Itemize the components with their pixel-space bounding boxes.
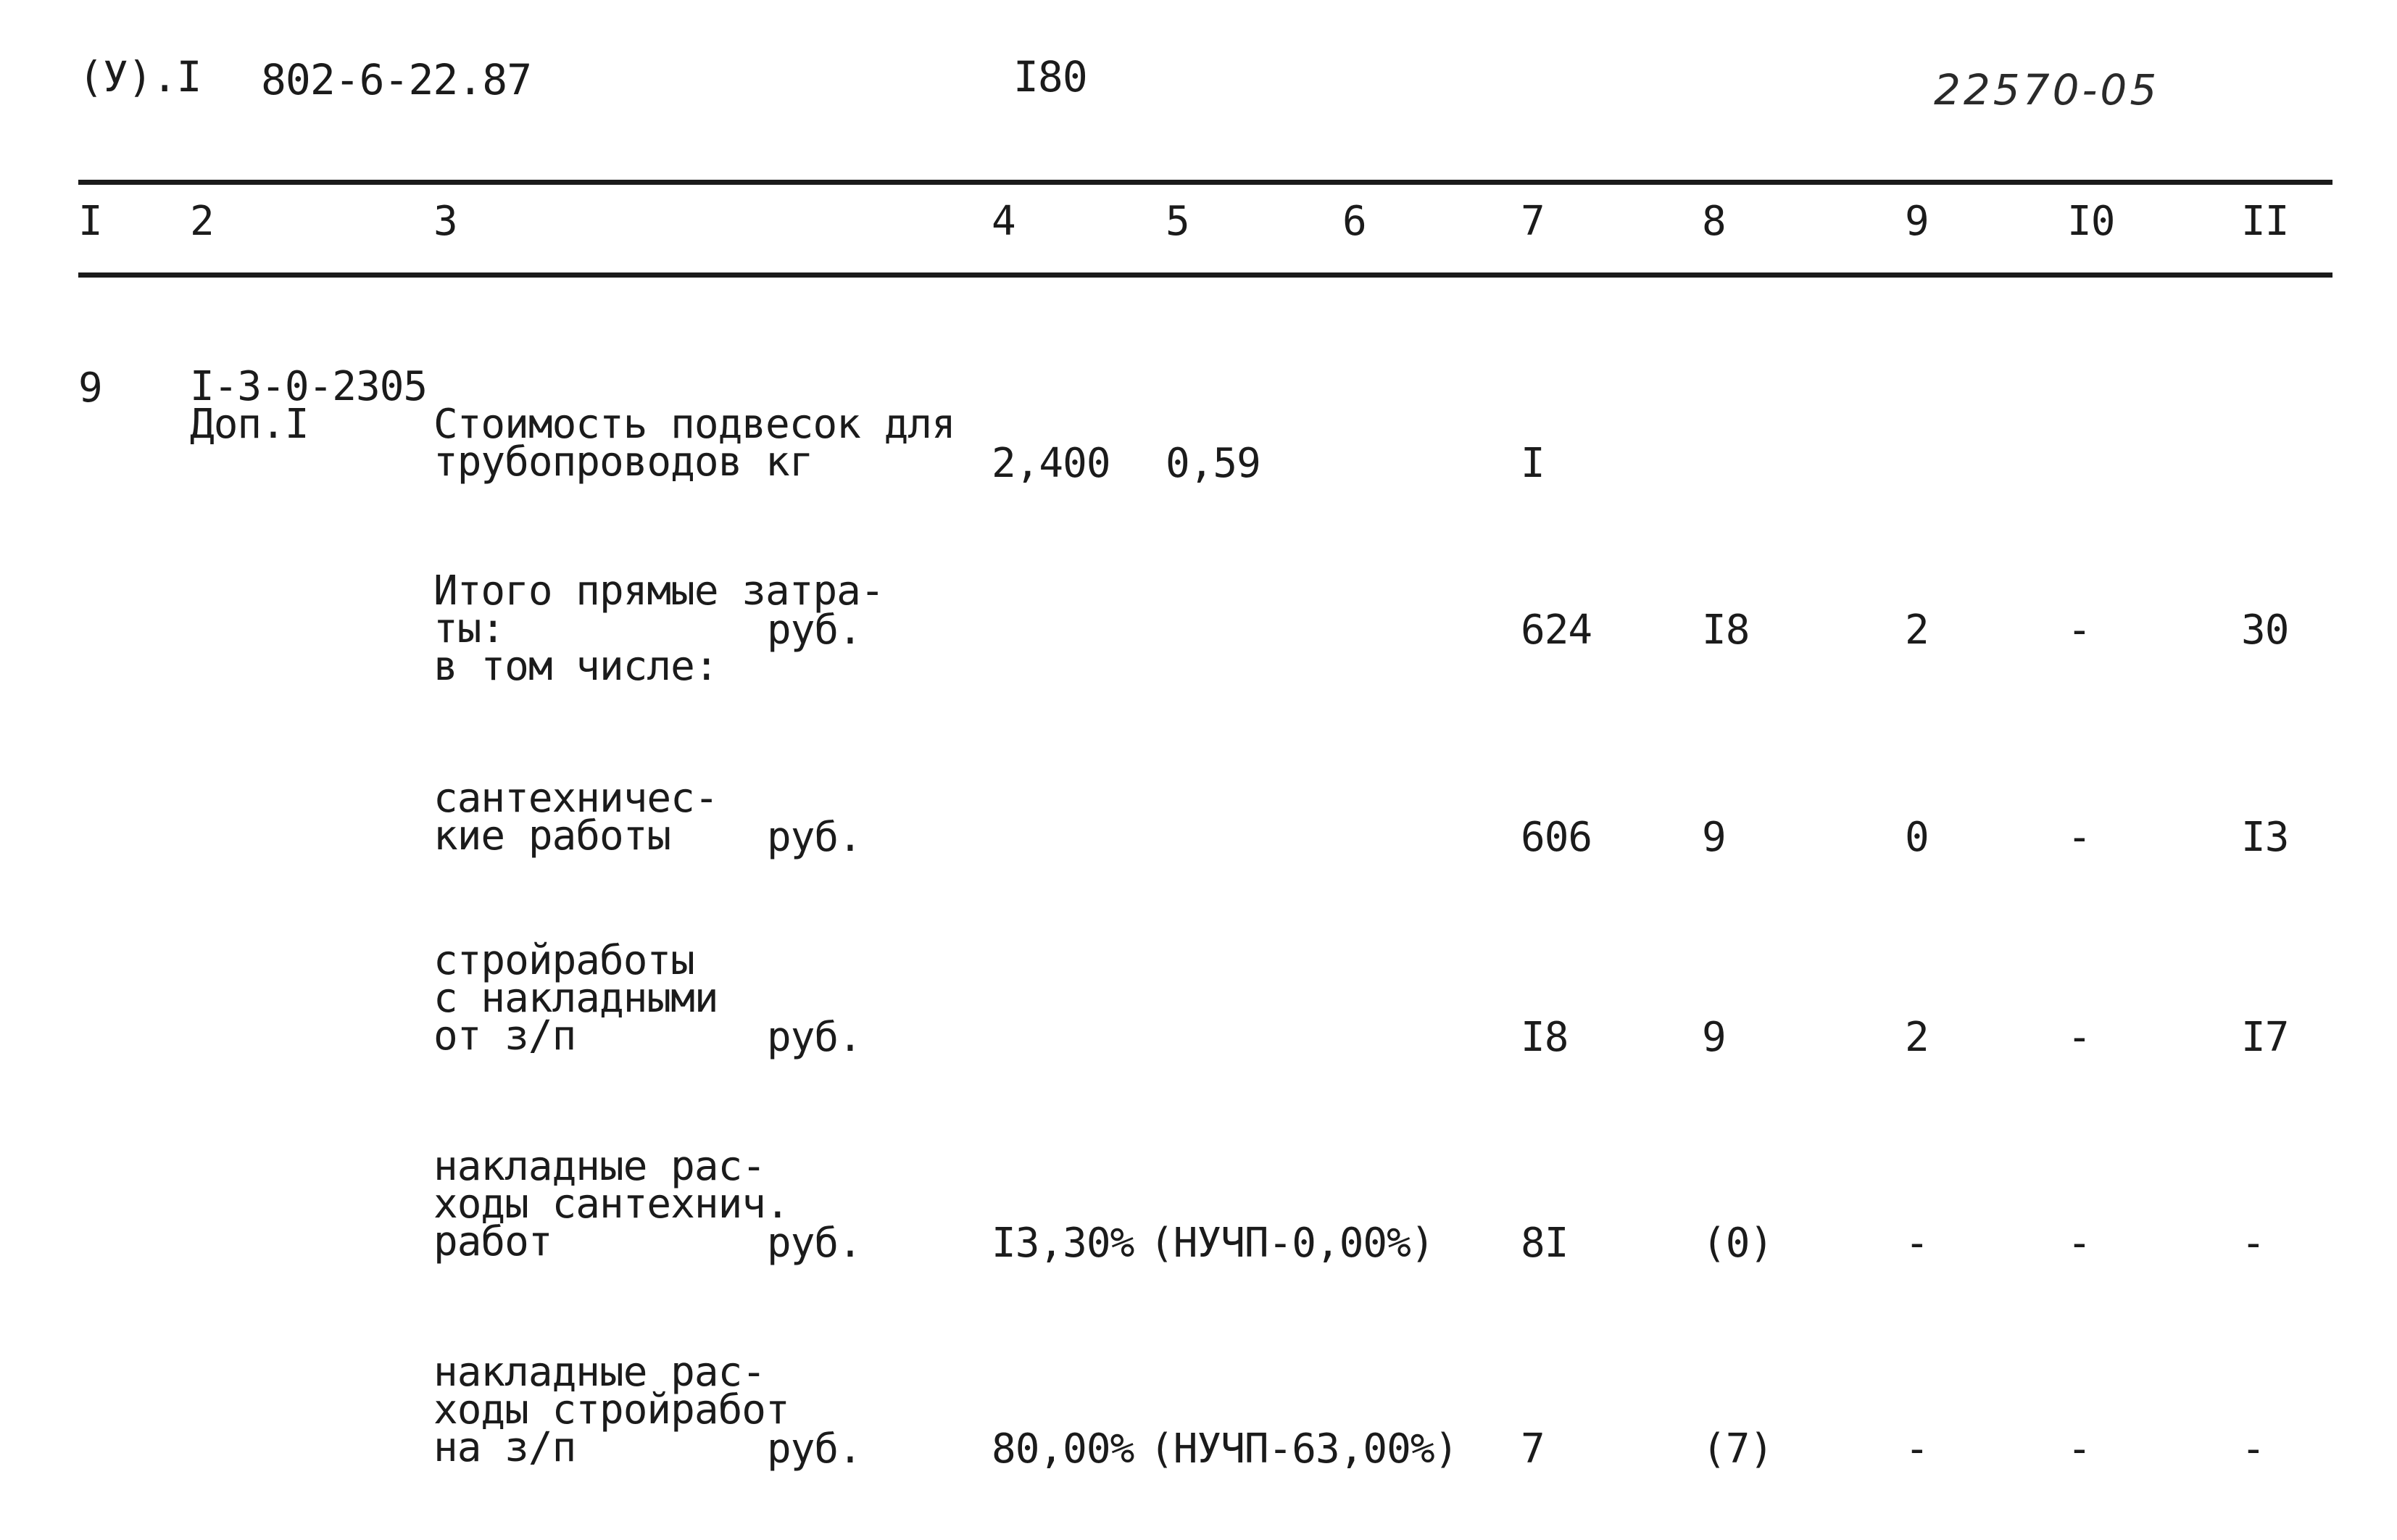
row-3-col7: 606 bbox=[1521, 814, 1592, 861]
row-5-unit: руб. bbox=[767, 1220, 863, 1267]
archive-code: 22570-05 bbox=[1934, 65, 2160, 115]
row-2-col9: 2 bbox=[1905, 607, 1929, 654]
row-5-col7: 8I bbox=[1521, 1220, 1569, 1267]
row-6-col7: 7 bbox=[1521, 1425, 1545, 1473]
row-2-desc-line-3: в том числе: bbox=[433, 643, 719, 690]
row-6-desc-line-2: ходы стройработ bbox=[433, 1386, 790, 1433]
column-header-5: 5 bbox=[1166, 198, 1190, 245]
row-4-col11: I7 bbox=[2241, 1014, 2289, 1061]
row-2-col11: 30 bbox=[2241, 607, 2289, 654]
row-1-col4: 2,400 bbox=[992, 440, 1111, 487]
item-code-note: Доп.I bbox=[190, 401, 310, 448]
row-3-col9: 0 bbox=[1905, 814, 1929, 861]
column-header-4: 4 bbox=[992, 198, 1016, 245]
column-header-1: I bbox=[78, 198, 103, 245]
column-header-2: 2 bbox=[190, 198, 215, 245]
row-6-col4: 80,00% bbox=[992, 1425, 1134, 1473]
row-6-col11: - bbox=[2241, 1425, 2266, 1473]
row-4-col8: 9 bbox=[1702, 1014, 1727, 1061]
row-5-col11: - bbox=[2241, 1220, 2266, 1267]
row-4-unit: руб. bbox=[767, 1014, 863, 1061]
row-2-desc-line-1: Итого прямые затра- bbox=[433, 567, 885, 615]
row-3-col10: - bbox=[2067, 814, 2092, 861]
column-header-7: 7 bbox=[1521, 198, 1545, 245]
row-1-col7: I bbox=[1521, 440, 1545, 487]
row-5-desc-line-1: накладные рас- bbox=[433, 1143, 766, 1190]
item-code-block: I-3-0-2305 Доп.I bbox=[190, 363, 428, 448]
row-1-col5: 0,59 bbox=[1166, 440, 1261, 487]
row-1-desc-line-2: трубопроводов кг bbox=[433, 438, 813, 486]
row-5-col10: - bbox=[2067, 1220, 2092, 1267]
row-2-col7: 624 bbox=[1521, 607, 1592, 654]
row-4-col7: I8 bbox=[1521, 1014, 1569, 1061]
table-row-2-desc: Итого прямые затра-ты: в том числе: bbox=[433, 567, 885, 690]
sheet-ref: (У).I bbox=[78, 52, 202, 101]
row-3-col11: I3 bbox=[2241, 814, 2289, 861]
row-4-col10: - bbox=[2067, 1014, 2092, 1061]
row-2-unit: руб. bbox=[767, 607, 863, 654]
row-4-desc-line-1: стройработы bbox=[433, 937, 695, 984]
row-6-col9: - bbox=[1905, 1425, 1929, 1473]
table-header-rule bbox=[78, 272, 2332, 278]
table-row-5-desc: накладные рас-ходы сантехнич. работ bbox=[433, 1143, 790, 1265]
row-6-unit: руб. bbox=[767, 1425, 863, 1473]
item-code: I-3-0-2305 bbox=[190, 363, 428, 410]
column-header-3: 3 bbox=[433, 198, 458, 245]
row-5-col5: (НУЧП-0,00%) bbox=[1150, 1220, 1435, 1267]
column-header-10: I0 bbox=[2067, 198, 2115, 245]
row-3-col8: 9 bbox=[1702, 814, 1727, 861]
table-row-6-desc: накладные рас-ходы стройработ на з/п bbox=[433, 1349, 790, 1471]
row-3-desc-line-1: сантехничес- bbox=[433, 775, 719, 822]
row-5-col8: (0) bbox=[1702, 1220, 1774, 1267]
column-header-6: 6 bbox=[1342, 198, 1367, 245]
item-number: 9 bbox=[78, 365, 103, 412]
row-6-col8: (7) bbox=[1702, 1425, 1774, 1473]
row-4-desc-line-2: с накладными bbox=[433, 975, 719, 1022]
row-3-unit: руб. bbox=[767, 814, 863, 861]
row-3-desc-line-2: кие работы bbox=[433, 812, 671, 860]
row-5-col9: - bbox=[1905, 1220, 1929, 1267]
column-header-11: II bbox=[2241, 198, 2289, 245]
row-6-desc-line-3: на з/п bbox=[433, 1424, 576, 1471]
table-row-1-desc: Стоимость подвесок для трубопроводов кг bbox=[433, 401, 956, 486]
page-number: I80 bbox=[1013, 52, 1088, 101]
table-row-3-desc: сантехничес-кие работы bbox=[433, 775, 719, 860]
row-5-col4: I3,30% bbox=[992, 1220, 1134, 1267]
row-2-col8: I8 bbox=[1702, 607, 1750, 654]
row-2-desc-line-2: ты: bbox=[433, 605, 505, 652]
row-6-col5: (НУЧП-63,00%) bbox=[1150, 1425, 1458, 1473]
row-6-desc-line-1: накладные рас- bbox=[433, 1349, 766, 1396]
row-4-col9: 2 bbox=[1905, 1014, 1929, 1061]
row-1-desc-line-1: Стоимость подвесок для bbox=[433, 401, 956, 448]
table-row-4-desc: стройработы с накладными от з/п bbox=[433, 937, 719, 1060]
row-5-desc-line-3: работ bbox=[433, 1218, 553, 1265]
row-5-desc-line-2: ходы сантехнич. bbox=[433, 1181, 790, 1228]
doc-code: 802-6-22.87 bbox=[261, 55, 532, 104]
column-header-8: 8 bbox=[1702, 198, 1727, 245]
table-top-rule bbox=[78, 180, 2332, 185]
column-header-9: 9 bbox=[1905, 198, 1929, 245]
row-6-col10: - bbox=[2067, 1425, 2092, 1473]
row-2-col10: - bbox=[2067, 607, 2092, 654]
row-4-desc-line-3: от з/п bbox=[433, 1012, 576, 1060]
